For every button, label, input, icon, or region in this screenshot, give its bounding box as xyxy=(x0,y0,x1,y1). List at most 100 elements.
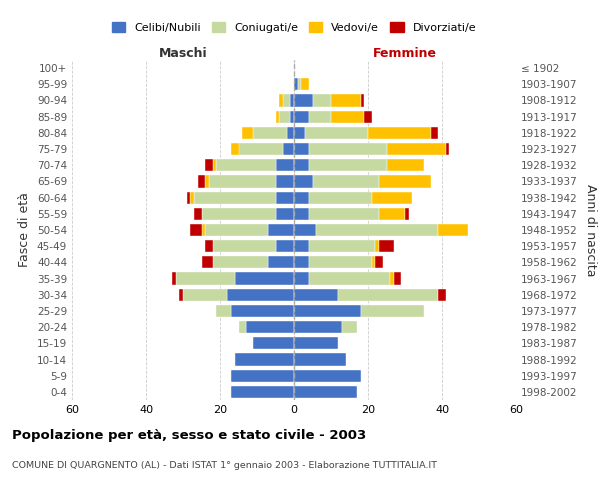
Bar xyxy=(386,143,446,155)
Bar xyxy=(202,224,205,236)
Bar xyxy=(309,159,386,172)
Bar xyxy=(294,127,305,139)
Bar xyxy=(364,110,372,122)
Bar xyxy=(279,94,283,106)
Bar xyxy=(268,224,294,236)
Bar xyxy=(379,240,394,252)
Bar xyxy=(190,224,202,236)
Bar xyxy=(305,127,368,139)
Bar xyxy=(294,224,316,236)
Bar xyxy=(438,288,446,301)
Bar xyxy=(217,159,275,172)
Bar xyxy=(294,176,313,188)
Bar xyxy=(275,240,294,252)
Bar xyxy=(205,240,212,252)
Bar xyxy=(309,208,379,220)
Bar xyxy=(294,208,309,220)
Bar xyxy=(283,143,294,155)
Bar xyxy=(268,256,294,268)
Bar xyxy=(212,256,268,268)
Bar xyxy=(331,94,361,106)
Bar xyxy=(294,240,309,252)
Bar xyxy=(275,208,294,220)
Bar xyxy=(379,208,405,220)
Bar xyxy=(190,192,194,203)
Bar xyxy=(238,143,283,155)
Bar xyxy=(212,159,217,172)
Bar xyxy=(405,208,409,220)
Bar xyxy=(231,386,294,398)
Text: Femmine: Femmine xyxy=(373,47,437,60)
Bar xyxy=(390,272,394,284)
Bar xyxy=(394,272,401,284)
Bar xyxy=(216,305,231,317)
Bar xyxy=(376,256,383,268)
Bar xyxy=(294,272,309,284)
Bar xyxy=(183,288,227,301)
Bar xyxy=(279,110,290,122)
Bar xyxy=(338,288,438,301)
Bar xyxy=(294,192,309,203)
Bar xyxy=(294,288,338,301)
Bar xyxy=(253,127,287,139)
Bar xyxy=(283,94,290,106)
Bar xyxy=(202,208,275,220)
Bar xyxy=(376,240,379,252)
Bar xyxy=(294,256,309,268)
Bar xyxy=(275,176,294,188)
Bar xyxy=(205,159,212,172)
Bar xyxy=(294,110,309,122)
Bar xyxy=(298,78,301,90)
Bar xyxy=(194,208,202,220)
Bar xyxy=(242,127,253,139)
Bar xyxy=(331,110,364,122)
Bar xyxy=(179,288,183,301)
Bar xyxy=(205,176,209,188)
Bar xyxy=(386,159,424,172)
Bar xyxy=(368,127,431,139)
Bar xyxy=(294,354,346,366)
Bar xyxy=(379,176,431,188)
Legend: Celibi/Nubili, Coniugati/e, Vedovi/e, Divorziati/e: Celibi/Nubili, Coniugati/e, Vedovi/e, Di… xyxy=(107,18,481,38)
Bar xyxy=(235,272,294,284)
Bar xyxy=(275,110,279,122)
Bar xyxy=(438,224,468,236)
Bar xyxy=(231,305,294,317)
Bar xyxy=(301,78,309,90)
Bar xyxy=(294,386,357,398)
Bar xyxy=(209,176,275,188)
Bar xyxy=(294,143,309,155)
Bar xyxy=(231,143,239,155)
Bar xyxy=(309,110,331,122)
Bar xyxy=(253,338,294,349)
Bar xyxy=(172,272,176,284)
Bar xyxy=(294,94,313,106)
Bar xyxy=(313,176,379,188)
Y-axis label: Fasce di età: Fasce di età xyxy=(19,192,31,268)
Bar xyxy=(235,354,294,366)
Bar xyxy=(313,94,331,106)
Bar xyxy=(372,256,376,268)
Bar xyxy=(294,370,361,382)
Bar xyxy=(212,240,275,252)
Bar xyxy=(309,240,376,252)
Text: Maschi: Maschi xyxy=(158,47,208,60)
Bar xyxy=(205,224,268,236)
Y-axis label: Anni di nascita: Anni di nascita xyxy=(584,184,597,276)
Bar xyxy=(246,321,294,333)
Bar xyxy=(294,159,309,172)
Bar xyxy=(431,127,438,139)
Bar xyxy=(287,127,294,139)
Bar xyxy=(309,256,372,268)
Bar xyxy=(309,192,372,203)
Bar xyxy=(231,370,294,382)
Bar xyxy=(275,192,294,203)
Bar xyxy=(187,192,190,203)
Bar xyxy=(361,305,424,317)
Bar xyxy=(294,338,338,349)
Bar xyxy=(294,78,298,90)
Bar xyxy=(294,321,342,333)
Bar xyxy=(290,94,294,106)
Bar xyxy=(446,143,449,155)
Bar xyxy=(309,272,390,284)
